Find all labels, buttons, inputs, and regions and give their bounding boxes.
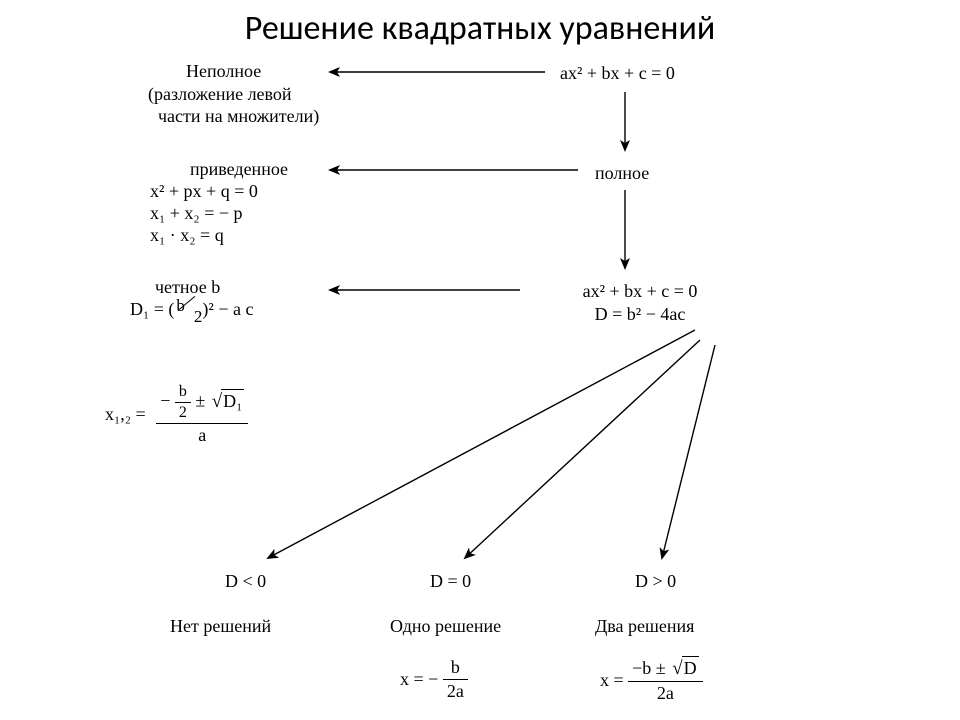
x12-lhs: x₁,₂ =	[105, 404, 146, 424]
b-over-2-diag: b2	[174, 299, 202, 323]
x-one-num: b	[443, 656, 468, 679]
node-x-single: x = − b2a	[400, 656, 468, 702]
node-d1-formula: D₁ = (b2)² − a c	[130, 298, 253, 323]
x-two-lhs: x =	[600, 670, 628, 690]
arrows-layer	[0, 0, 960, 720]
node-reduced-label: приведенное	[190, 158, 288, 181]
node-general-equation: ax² + bx + c = 0	[560, 62, 675, 85]
node-even-b: четное b	[155, 276, 220, 299]
node-complete: полное	[595, 162, 649, 185]
node-incomplete: Неполное (разложение левой части на множ…	[148, 60, 319, 128]
diagram-stage: { "title": "Решение квадратных уравнений…	[0, 0, 960, 720]
two-sym: 2	[194, 306, 203, 327]
node-x-double: x = −b ± D2a	[600, 656, 703, 704]
page-title: Решение квадратных уравнений	[0, 8, 960, 49]
d1-lhs: D₁ = (	[130, 299, 174, 319]
disc-eq2: D = b² − 4ac	[540, 303, 740, 326]
node-two-solutions: Два решения	[595, 615, 694, 638]
node-reduced-eq: x² + px + q = 0	[150, 180, 258, 203]
node-vieta-sum: x₁ + x₂ = − p	[150, 202, 243, 225]
incomplete-line3: части на множители)	[148, 105, 319, 128]
sqrt-d: D	[670, 656, 698, 681]
x12-fraction: − b2 ± D₁ a	[156, 382, 248, 447]
d-under-root: D	[682, 656, 699, 680]
node-x12-formula: x₁,₂ = − b2 ± D₁ a	[105, 382, 248, 447]
x-two-den: 2a	[628, 681, 702, 705]
d1-rhs: )² − a c	[202, 299, 253, 319]
incomplete-line1: Неполное	[148, 60, 319, 83]
d1-under-root: D₁	[221, 389, 244, 413]
node-d-positive: D > 0	[635, 570, 676, 593]
node-one-solution: Одно решение	[390, 615, 501, 638]
incomplete-line2: (разложение левой	[148, 83, 319, 106]
node-d-zero: D = 0	[430, 570, 471, 593]
x12-den: a	[156, 423, 248, 447]
node-no-solution: Нет решений	[170, 615, 271, 638]
node-vieta-prod: x₁ · x₂ = q	[150, 224, 224, 247]
node-discriminant: ax² + bx + c = 0 D = b² − 4ac	[540, 280, 740, 325]
x-two-num-pre: −b ±	[632, 658, 670, 678]
x-two-frac: −b ± D2a	[628, 656, 702, 704]
x12-num-b: b	[175, 382, 191, 402]
x-one-den: 2a	[443, 679, 468, 703]
x12-num-pm: ±	[191, 391, 210, 411]
sqrt-d1: D₁	[210, 389, 245, 414]
x12-num-2: 2	[175, 402, 191, 423]
disc-eq1: ax² + bx + c = 0	[540, 280, 740, 303]
x12-num-minus: −	[160, 391, 175, 411]
x-one-frac: b2a	[443, 656, 468, 702]
x-one-lhs: x = −	[400, 669, 443, 689]
node-d-negative: D < 0	[225, 570, 266, 593]
